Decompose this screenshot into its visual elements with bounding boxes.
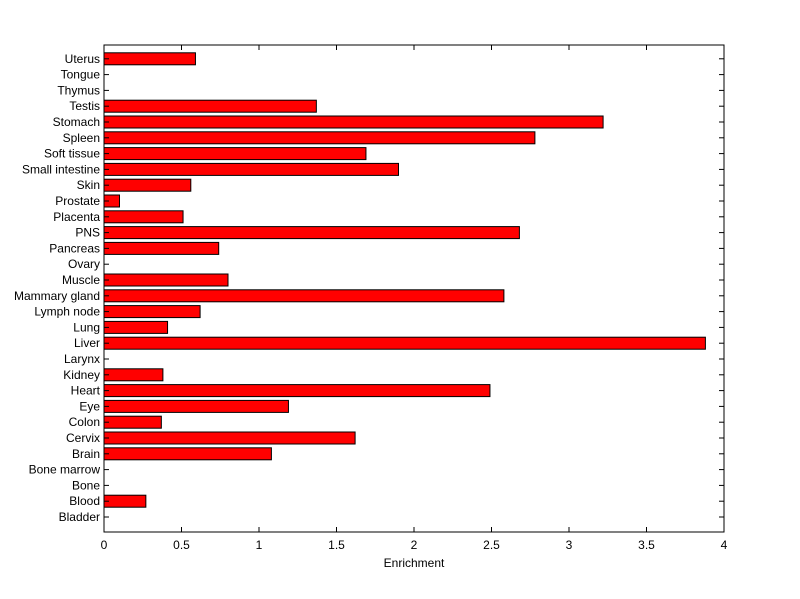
y-tick-label: Ovary: [68, 257, 100, 271]
x-tick-label: 2: [411, 538, 418, 552]
bar-pns: [103, 226, 520, 240]
bar-colon: [103, 415, 162, 429]
y-tick-label: Kidney: [63, 368, 100, 382]
y-tick-label: Uterus: [65, 52, 100, 66]
x-axis-title: Enrichment: [384, 556, 445, 570]
x-tick-label: 4: [721, 538, 728, 552]
y-tick-label: Skin: [77, 178, 100, 192]
y-tick-label: Lung: [73, 320, 100, 334]
y-tick-label: Thymus: [57, 83, 100, 97]
bar-placenta: [103, 210, 184, 224]
x-tick-label: 3.5: [638, 538, 655, 552]
x-tick-label: 0: [101, 538, 108, 552]
bar-blood: [103, 494, 147, 508]
bar-lung: [103, 320, 169, 334]
y-tick-label: Pancreas: [49, 241, 100, 255]
bar-testis: [103, 99, 317, 113]
y-tick-label: PNS: [75, 226, 100, 240]
bar-heart: [103, 384, 491, 398]
y-tick-label: Small intestine: [22, 162, 100, 176]
y-tick-label: Lymph node: [34, 305, 100, 319]
x-ticks-group: 0 0.5 1 1.5 2 2.5 3 3.5 4: [101, 45, 728, 552]
y-tick-label: Cervix: [66, 431, 100, 445]
y-tick-label: Brain: [72, 447, 100, 461]
y-tick-label: Eye: [79, 399, 100, 413]
y-tick-label: Prostate: [55, 194, 100, 208]
bar-cervix: [103, 431, 356, 445]
bar-soft-tissue: [103, 147, 367, 161]
bar-brain: [103, 447, 272, 461]
bar-skin: [103, 178, 192, 192]
y-tick-label: Bladder: [59, 510, 100, 524]
y-tick-label: Bone marrow: [29, 463, 101, 477]
bar-stomach: [103, 115, 604, 129]
y-tick-label: Spleen: [63, 131, 100, 145]
bar-eye: [103, 399, 289, 413]
bar-mammary-gland: [103, 289, 505, 303]
bar-lymph-node: [103, 305, 201, 319]
bar-spleen: [103, 131, 536, 145]
y-tick-label: Heart: [71, 384, 101, 398]
x-tick-label: 0.5: [173, 538, 190, 552]
bar-liver: [103, 336, 706, 350]
bar-pancreas: [103, 241, 220, 255]
bar-small-intestine: [103, 162, 399, 176]
y-tick-label: Muscle: [62, 273, 100, 287]
y-tick-label: Tongue: [61, 68, 101, 82]
y-tick-label: Stomach: [53, 115, 100, 129]
y-tick-label: Soft tissue: [44, 147, 100, 161]
y-tick-label: Mammary gland: [14, 289, 100, 303]
y-tick-label: Liver: [74, 336, 100, 350]
y-tick-label: Colon: [69, 415, 100, 429]
y-tick-label: Placenta: [53, 210, 100, 224]
y-tick-label: Blood: [69, 494, 100, 508]
x-tick-label: 3: [566, 538, 573, 552]
bar-kidney: [103, 368, 164, 382]
bar-uterus: [103, 52, 196, 66]
x-tick-label: 1: [256, 538, 263, 552]
bar-muscle: [103, 273, 229, 287]
plot-frame: [103, 44, 725, 533]
y-tick-label: Larynx: [64, 352, 100, 366]
x-tick-label: 1.5: [328, 538, 345, 552]
x-tick-label: 2.5: [483, 538, 500, 552]
y-tick-label: Bone: [72, 478, 100, 492]
y-tick-label: Testis: [69, 99, 100, 113]
